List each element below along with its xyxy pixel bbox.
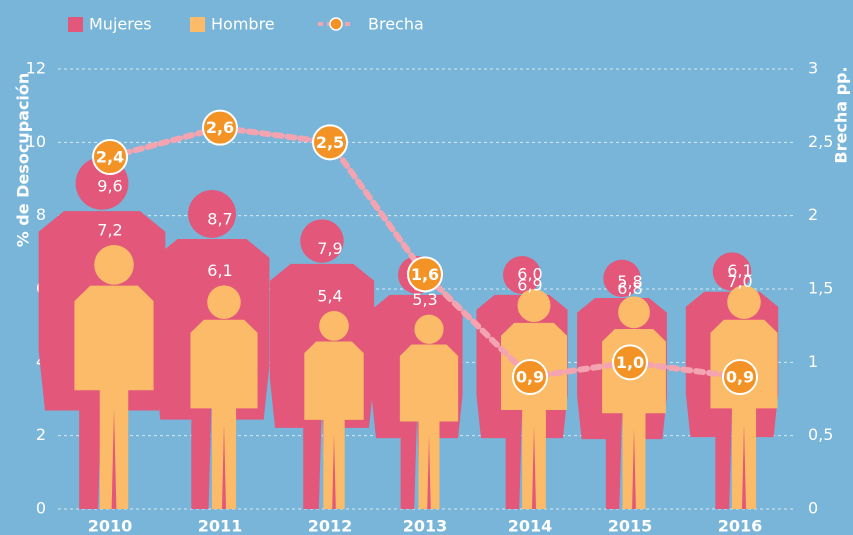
value-label: 5,4 [317, 287, 342, 306]
value-label: 6,9 [517, 276, 542, 295]
x-tick-label: 2012 [308, 517, 353, 535]
legend-swatch [190, 17, 205, 32]
gap-marker [407, 256, 443, 293]
gap-marker [722, 359, 758, 395]
y2-tick-label: 0,5 [808, 425, 833, 444]
legend-label: Brecha [368, 15, 424, 34]
legend-label: Hombre [211, 15, 275, 34]
legend-label: Mujeres [89, 15, 152, 34]
y2-tick-label: 1,5 [808, 279, 833, 298]
gap-marker [92, 139, 128, 175]
value-label: 6,8 [617, 279, 642, 298]
man-figure [304, 311, 364, 509]
y2-tick-label: 2,5 [808, 132, 833, 151]
gap-marker [612, 344, 648, 381]
man-figure [399, 314, 459, 509]
y2-axis-title: Brecha pp. [832, 66, 851, 163]
y2-tick-label: 1 [808, 352, 818, 371]
gap-label: 2,6 [206, 118, 234, 137]
value-label: 7,9 [317, 239, 342, 258]
y2-tick-label: 3 [808, 59, 818, 78]
x-tick-label: 2010 [88, 517, 133, 535]
gap-label: 0,9 [516, 368, 544, 387]
x-tick-label: 2014 [508, 517, 553, 535]
y-tick-label: 12 [26, 59, 46, 78]
x-tick-label: 2011 [198, 517, 243, 535]
gap-label: 2,5 [316, 133, 344, 152]
x-tick-label: 2015 [608, 517, 653, 535]
y2-tick-label: 2 [808, 205, 818, 224]
value-label: 8,7 [207, 210, 232, 229]
gap-label: 1,0 [616, 353, 644, 372]
value-label: 9,6 [97, 177, 122, 196]
value-label: 5,8 [617, 272, 642, 291]
y-axis-title: % de Desocupación [14, 73, 33, 248]
value-label: 6,0 [517, 265, 542, 284]
y-tick-label: 2 [36, 425, 46, 444]
legend-marker [329, 17, 343, 31]
y-tick-label: 0 [36, 499, 46, 518]
y-tick-label: 8 [36, 205, 46, 224]
legend-swatch [68, 17, 83, 32]
man-figure [710, 285, 778, 509]
x-tick-label: 2016 [718, 517, 763, 535]
y2-tick-label: 0 [808, 499, 818, 518]
gap-marker [512, 359, 548, 395]
value-label: 6,1 [727, 261, 752, 280]
man-figure [501, 288, 567, 509]
y-tick-label: 10 [26, 132, 46, 151]
gap-marker [202, 109, 238, 146]
value-label: 7,0 [727, 272, 752, 291]
value-label: 7,2 [97, 221, 122, 240]
gap-label: 1,6 [411, 265, 439, 284]
man-figure [190, 285, 258, 509]
value-label: 6,1 [207, 261, 232, 280]
x-tick-label: 2013 [403, 517, 448, 535]
gap-marker [312, 124, 348, 161]
gap-label: 0,9 [726, 368, 754, 387]
man-figure [74, 244, 154, 509]
value-label: 5,3 [412, 290, 437, 309]
gap-label: 2,4 [96, 148, 124, 167]
